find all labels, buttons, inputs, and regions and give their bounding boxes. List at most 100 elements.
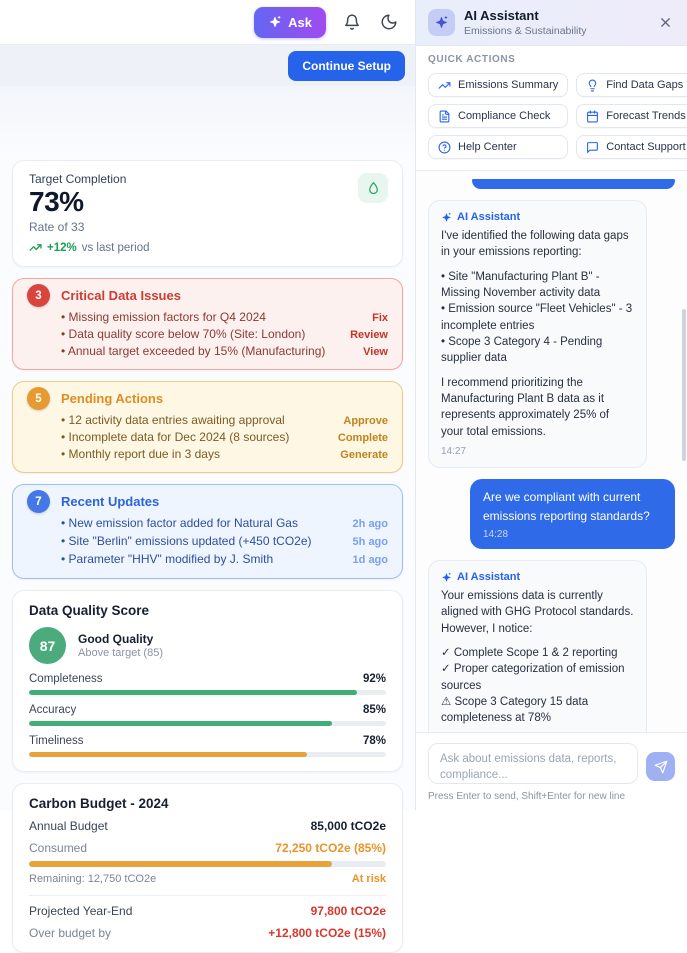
target-completion-subtitle: Rate of 33 (29, 220, 85, 235)
target-delta-row: +12% vs last period (29, 241, 386, 254)
quick-action-label: Forecast Trends (606, 110, 686, 122)
quick-actions-label: QUICK ACTIONS (428, 54, 516, 65)
message-paragraph: I've identified the following data gaps … (441, 230, 629, 259)
message-paragraph: • Site "Manufacturing Plant B" - Missing… (441, 270, 633, 365)
quality-score-circle: 87 (29, 627, 66, 665)
message-paragraph: Are we compliant with current emissions … (483, 489, 650, 523)
generate-action-button[interactable]: Generate (340, 449, 388, 462)
sparkles-icon (441, 212, 452, 223)
approve-action-button[interactable]: Approve (343, 415, 388, 428)
recent-item-text: Parameter "HHV" modified by J. Smith (61, 551, 345, 568)
target-completion-label: Target Completion (29, 172, 127, 186)
moon-icon (380, 13, 398, 31)
projected-label: Projected Year-End (29, 904, 133, 919)
pending-item-text: Incomplete data for Dec 2024 (8 sources) (61, 429, 330, 446)
recent-item-text: Site "Berlin" emissions updated (+450 tC… (61, 533, 345, 550)
delta-value: +12% (47, 241, 77, 254)
scrollbar-thumb[interactable] (682, 309, 686, 461)
pending-item-row: Incomplete data for Dec 2024 (8 sources)… (61, 429, 388, 446)
trending-up-icon (438, 79, 451, 92)
assistant-message: AI Assistant I've identified the followi… (428, 200, 647, 468)
chat-messages-area[interactable]: AI Assistant I've identified the followi… (416, 171, 687, 732)
progress-track (29, 690, 386, 696)
quick-action-emissions-summary[interactable]: Emissions Summary (428, 73, 569, 97)
main-content: Ask Continue Setup Target Completion 73% (0, 0, 416, 810)
composer-hint: Press Enter to send, Shift+Enter for new… (428, 791, 626, 802)
assistant-subtitle: Emissions & Sustainability (464, 24, 587, 37)
quick-action-help-center[interactable]: Help Center (428, 135, 569, 159)
setup-banner: Continue Setup (0, 45, 415, 86)
ai-assistant-panel: AI Assistant Emissions & Sustainability … (416, 0, 687, 810)
metric-value: 85% (362, 704, 386, 717)
quick-action-find-data-gaps[interactable]: Find Data Gaps (576, 73, 687, 97)
at-risk-status: At risk (351, 873, 386, 886)
assistant-avatar (428, 9, 455, 36)
pending-item-text: 12 activity data entries awaiting approv… (61, 412, 335, 429)
budget-progress-track (29, 861, 386, 868)
fix-action-button[interactable]: Fix (372, 312, 388, 325)
pending-item-row: Monthly report due in 3 days Generate (61, 446, 388, 463)
recent-card-title: Recent Updates (61, 494, 160, 510)
chat-composer: Press Enter to send, Shift+Enter for new… (416, 732, 687, 810)
critical-count-badge: 3 (27, 284, 50, 308)
quick-action-label: Help Center (458, 141, 517, 153)
critical-item-row: Annual target exceeded by 15% (Manufactu… (61, 343, 388, 360)
message-sender: AI Assistant (457, 571, 521, 584)
close-panel-button[interactable] (656, 13, 675, 32)
quick-action-compliance-check[interactable]: Compliance Check (428, 104, 569, 128)
critical-card-title: Critical Data Issues (61, 288, 181, 304)
assistant-message: AI Assistant Your emissions data is curr… (428, 560, 647, 732)
recent-item-text: New emission factor added for Natural Ga… (61, 515, 345, 532)
target-completion-value: 73% (29, 186, 84, 217)
review-action-button[interactable]: Review (350, 329, 388, 342)
recent-updates-card: 7 Recent Updates New emission factor add… (12, 484, 403, 580)
delta-suffix: vs last period (81, 241, 150, 254)
assistant-title: AI Assistant (464, 8, 539, 24)
annual-budget-label: Annual Budget (29, 819, 108, 834)
ask-ai-button[interactable]: Ask (254, 6, 326, 38)
data-quality-score-card: Data Quality Score 87 Good Quality Above… (12, 590, 403, 773)
progress-track (29, 752, 386, 758)
app-root: Ask Continue Setup Target Completion 73% (0, 0, 687, 810)
previous-user-message-partial (472, 179, 675, 189)
complete-action-button[interactable]: Complete (337, 432, 388, 445)
pending-count-badge: 5 (27, 387, 50, 411)
sparkles-icon (441, 572, 452, 583)
recent-item-row: Site "Berlin" emissions updated (+450 tC… (61, 533, 388, 551)
pending-actions-card: 5 Pending Actions 12 activity data entri… (12, 381, 403, 474)
continue-setup-button[interactable]: Continue Setup (288, 50, 405, 81)
send-button[interactable] (646, 752, 675, 781)
quick-action-forecast-trends[interactable]: Forecast Trends (576, 104, 687, 128)
sparkles-icon (434, 15, 449, 30)
target-completion-card: Target Completion 73% Rate of 33 +12% vs… (12, 160, 403, 268)
carbon-budget-card: Carbon Budget - 2024 Annual Budget 85,00… (12, 783, 403, 953)
dark-mode-toggle-button[interactable] (378, 11, 400, 33)
user-message: Are we compliant with current emissions … (470, 478, 675, 550)
notifications-bell-button[interactable] (341, 11, 363, 33)
chat-input[interactable] (428, 743, 638, 784)
pending-item-text: Monthly report due in 3 days (61, 446, 332, 463)
quality-metric: Accuracy 85% (29, 704, 386, 727)
ask-button-label: Ask (288, 14, 312, 30)
critical-item-row: Data quality score below 70% (Site: Lond… (61, 326, 388, 343)
trending-up-icon (29, 241, 42, 254)
critical-data-issues-card: 3 Critical Data Issues Missing emission … (12, 278, 403, 371)
droplet-icon (358, 173, 388, 203)
recent-item-time: 2h ago (352, 518, 388, 531)
critical-item-text: Annual target exceeded by 15% (Manufactu… (61, 343, 355, 360)
view-action-button[interactable]: View (363, 346, 388, 359)
recent-count-badge: 7 (27, 490, 50, 514)
remaining-label: Remaining: 12,750 tCO2e (29, 873, 157, 886)
message-timestamp: 14:27 (441, 445, 467, 457)
quick-action-label: Compliance Check (458, 110, 551, 122)
carbon-budget-title: Carbon Budget - 2024 (29, 796, 169, 812)
quick-action-contact-support[interactable]: Contact Support (576, 135, 687, 159)
help-circle-icon (438, 141, 451, 154)
file-text-icon (438, 110, 451, 123)
close-icon (658, 15, 673, 30)
metric-label: Completeness (29, 673, 103, 686)
quick-action-label: Find Data Gaps (606, 79, 684, 91)
quick-action-label: Contact Support (606, 141, 686, 153)
quality-score-subtext: Above target (85) (78, 647, 163, 660)
recent-item-row: Parameter "HHV" modified by J. Smith 1d … (61, 551, 388, 569)
